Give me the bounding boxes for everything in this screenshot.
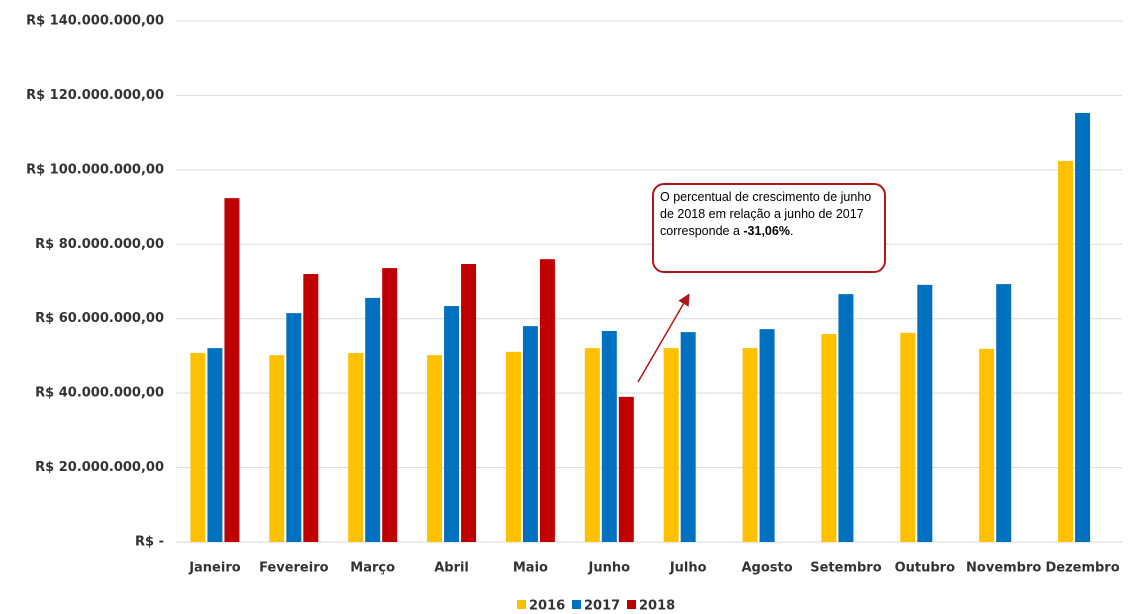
y-tick-label: R$ 80.000.000,00 bbox=[35, 237, 164, 252]
bar bbox=[1075, 112, 1091, 543]
bar bbox=[900, 332, 916, 542]
x-tick-label: Julho bbox=[669, 561, 707, 576]
bar bbox=[365, 297, 381, 542]
annotation: O percentual de crescimento de junho de … bbox=[652, 183, 886, 273]
bar bbox=[382, 268, 398, 542]
bar bbox=[190, 352, 206, 542]
bar bbox=[917, 284, 933, 542]
bar bbox=[348, 352, 364, 542]
x-tick-label: Janeiro bbox=[188, 561, 241, 576]
annotation-bold: -31,06% bbox=[743, 224, 790, 238]
bar bbox=[303, 274, 319, 542]
bar bbox=[979, 348, 995, 542]
bar bbox=[444, 306, 460, 542]
y-tick-label: R$ 100.000.000,00 bbox=[26, 162, 164, 177]
y-tick-label: R$ - bbox=[135, 535, 164, 550]
bar bbox=[821, 333, 837, 542]
bar bbox=[1058, 160, 1074, 542]
x-tick-label: Agosto bbox=[741, 561, 792, 576]
legend-label: 2016 bbox=[529, 599, 565, 614]
y-tick-label: R$ 40.000.000,00 bbox=[35, 386, 164, 401]
annotation-text: O percentual de crescimento de junho de … bbox=[660, 190, 872, 238]
y-tick-label: R$ 120.000.000,00 bbox=[26, 88, 164, 103]
y-tick-label: R$ 60.000.000,00 bbox=[35, 311, 164, 326]
bar bbox=[286, 313, 302, 542]
x-tick-label: Fevereiro bbox=[259, 561, 329, 576]
x-tick-label: Dezembro bbox=[1045, 561, 1119, 576]
bar bbox=[742, 348, 758, 542]
bar bbox=[224, 198, 240, 542]
x-tick-label: Maio bbox=[513, 561, 548, 576]
bar bbox=[539, 259, 555, 542]
y-tick-label: R$ 140.000.000,00 bbox=[26, 14, 164, 29]
bar bbox=[207, 348, 223, 542]
y-tick-label: R$ 20.000.000,00 bbox=[35, 460, 164, 475]
bar bbox=[759, 329, 775, 542]
legend-label: 2018 bbox=[639, 599, 675, 614]
x-tick-label: Abril bbox=[434, 561, 469, 576]
annotation-end: . bbox=[789, 224, 794, 238]
bar bbox=[601, 330, 617, 542]
legend-swatch bbox=[627, 600, 636, 609]
annotation-arrow bbox=[637, 293, 690, 383]
legend-swatch bbox=[517, 600, 526, 609]
bar bbox=[996, 284, 1012, 542]
bar bbox=[663, 348, 679, 542]
bar bbox=[838, 294, 854, 542]
legend-swatch bbox=[572, 600, 581, 609]
bar bbox=[427, 355, 443, 542]
x-tick-label: Março bbox=[350, 561, 395, 576]
x-tick-label: Setembro bbox=[810, 561, 881, 576]
legend-label: 2017 bbox=[584, 599, 620, 614]
x-tick-label: Junho bbox=[588, 561, 631, 576]
bar bbox=[269, 355, 285, 542]
bar bbox=[618, 396, 634, 542]
x-tick-label: Novembro bbox=[966, 561, 1041, 576]
bar bbox=[505, 351, 521, 542]
x-tick-label: Outubro bbox=[895, 561, 955, 576]
bar bbox=[680, 332, 696, 542]
bar bbox=[461, 264, 477, 542]
bar bbox=[584, 348, 600, 542]
bar bbox=[522, 326, 538, 542]
